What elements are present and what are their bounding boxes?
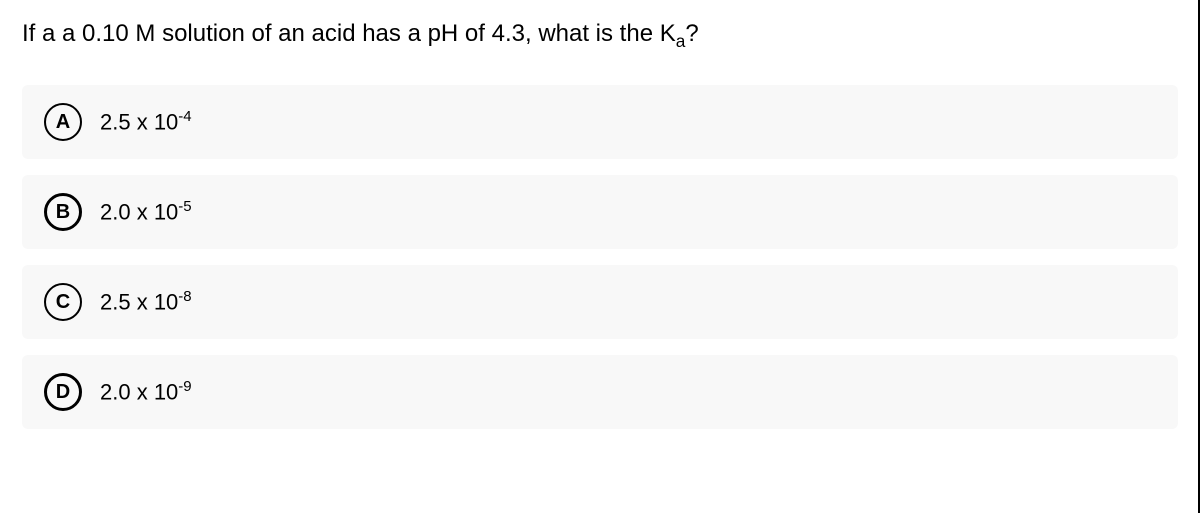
option-exponent: -9 (178, 378, 191, 395)
option-letter: B (56, 201, 70, 224)
option-base: x 10 (131, 380, 179, 405)
question-subscript: a (676, 31, 686, 51)
option-bubble: B (44, 193, 82, 231)
option-letter: C (56, 291, 70, 314)
option-exponent: -5 (178, 198, 191, 215)
option-base: x 10 (131, 290, 179, 315)
option-exponent: -4 (178, 108, 191, 125)
options-list: A2.5 x 10-4B2.0 x 10-5C2.5 x 10-8D2.0 x … (22, 85, 1178, 429)
option-base: x 10 (131, 110, 179, 135)
question-prefix: If a a 0.10 M solution of an acid has a … (22, 20, 676, 47)
option-c[interactable]: C 2.5 x 10-8 (22, 265, 1178, 339)
question-suffix: ? (685, 20, 698, 47)
option-coefficient: 2.0 (100, 200, 131, 225)
option-coefficient: 2.5 (100, 290, 131, 315)
option-letter: A (56, 111, 70, 134)
option-b[interactable]: B 2.0 x 10-5 (22, 175, 1178, 249)
option-coefficient: 2.0 (100, 380, 131, 405)
option-bubble: A (44, 103, 82, 141)
option-bubble: C (44, 283, 82, 321)
option-coefficient: 2.5 (100, 110, 131, 135)
option-value: 2.0 x 10-5 (100, 198, 192, 225)
question-text: If a a 0.10 M solution of an acid has a … (22, 18, 1178, 53)
option-bubble: D (44, 373, 82, 411)
option-value: 2.5 x 10-8 (100, 288, 192, 315)
option-value: 2.5 x 10-4 (100, 108, 192, 135)
option-value: 2.0 x 10-9 (100, 378, 192, 405)
option-d[interactable]: D 2.0 x 10-9 (22, 355, 1178, 429)
option-base: x 10 (131, 200, 179, 225)
option-exponent: -8 (178, 288, 191, 305)
option-letter: D (56, 381, 70, 404)
option-a[interactable]: A 2.5 x 10-4 (22, 85, 1178, 159)
